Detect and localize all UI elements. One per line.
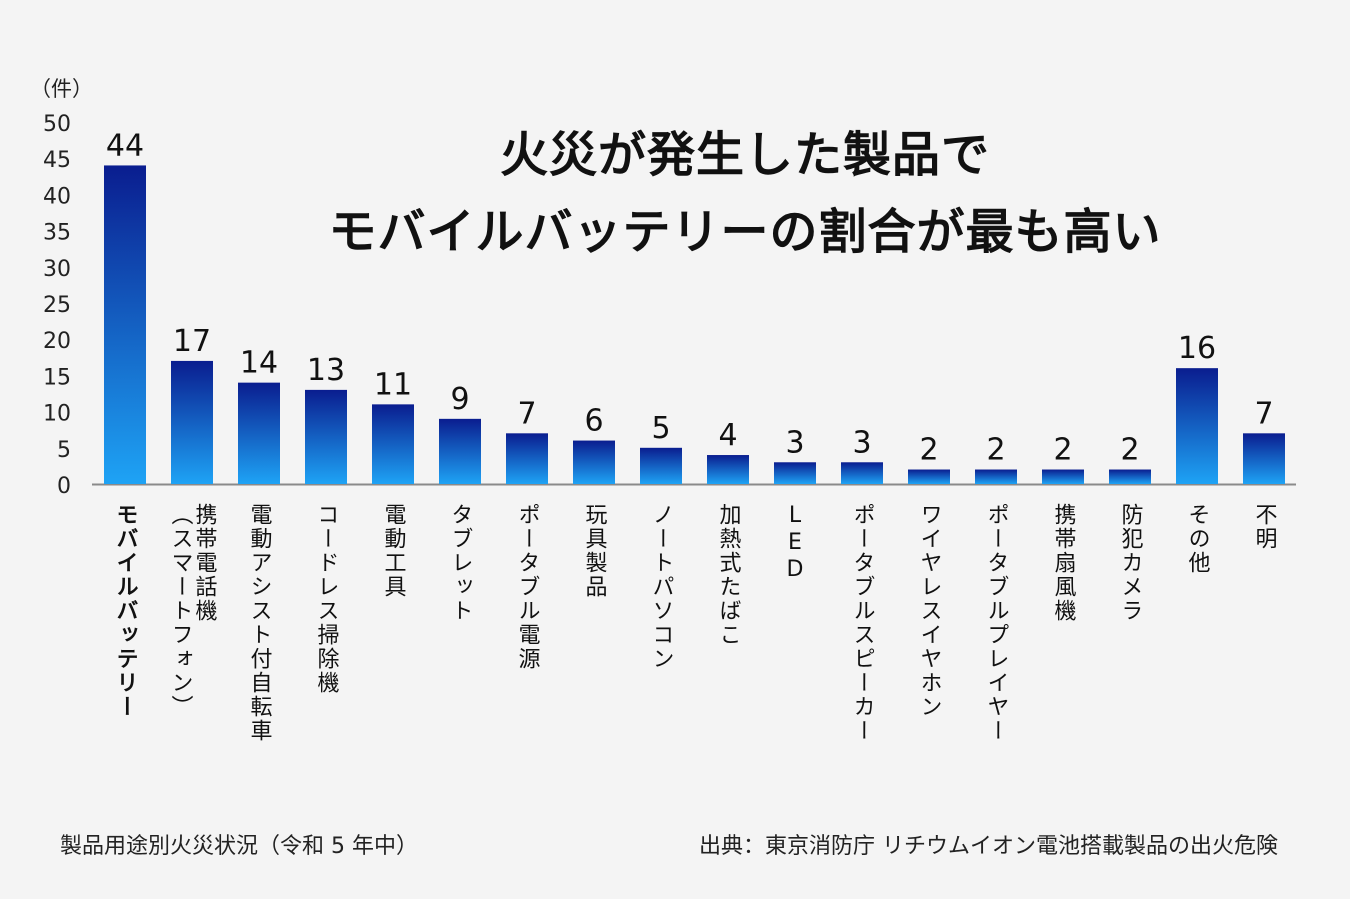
- y-tick-label: 35: [43, 221, 71, 246]
- y-tick-label: 40: [43, 184, 71, 209]
- bar: [841, 462, 883, 484]
- bar: [1042, 469, 1084, 484]
- bar: [372, 404, 414, 484]
- value-label: 14: [240, 346, 278, 381]
- category-label: 携帯扇風機: [1051, 503, 1077, 623]
- category-label: 携帯電話機: [192, 503, 218, 623]
- value-label: 7: [517, 396, 536, 431]
- bar: [171, 360, 213, 484]
- y-tick-label: 0: [57, 474, 71, 499]
- value-label: 2: [986, 433, 1005, 468]
- bar: [506, 433, 548, 484]
- value-label: 6: [584, 404, 603, 439]
- footnote-source: 出典：東京消防庁 リチウムイオン電池搭載製品の出火危険: [699, 834, 1278, 859]
- value-label: 11: [374, 367, 412, 402]
- category-label: 不明: [1252, 503, 1278, 551]
- bars: [104, 165, 1285, 484]
- category-label: モバイルバッテリー: [113, 503, 138, 719]
- value-label: 2: [919, 433, 938, 468]
- bar: [238, 382, 280, 484]
- category-label: LED: [783, 503, 808, 584]
- category-label: ポータブルスピーカー: [850, 503, 875, 743]
- category-label: 玩具製品: [582, 503, 608, 599]
- y-tick-label: 10: [43, 402, 71, 427]
- y-tick-label: 15: [43, 365, 71, 390]
- y-axis-unit: （件）: [30, 77, 93, 101]
- bar: [975, 469, 1017, 484]
- value-label: 4: [718, 418, 737, 453]
- value-label: 2: [1053, 433, 1072, 468]
- category-label: ノートパソコン: [649, 503, 674, 671]
- value-label: 16: [1178, 331, 1216, 366]
- category-label: その他: [1185, 503, 1211, 575]
- y-tick-label: 25: [43, 293, 71, 318]
- value-label: 13: [307, 353, 345, 388]
- bar: [1176, 368, 1218, 484]
- bar: [640, 447, 682, 484]
- bar: [439, 418, 481, 484]
- category-label: ポータブル電源: [515, 503, 541, 671]
- value-label: 2: [1120, 433, 1139, 468]
- value-label: 5: [651, 411, 670, 446]
- category-label: 電動アシスト付自転車: [247, 503, 273, 743]
- value-label: 3: [785, 425, 804, 460]
- value-label: 44: [106, 128, 144, 163]
- x-axis-labels: モバイルバッテリー 携帯電話機（スマートフォン） 電動アシスト付自転車 コードレス掃除…: [113, 503, 1278, 743]
- category-label: 防犯カメラ: [1118, 503, 1144, 623]
- bar: [908, 469, 950, 484]
- y-tick-label: 30: [43, 257, 71, 282]
- category-label: 電動工具: [381, 503, 407, 599]
- bar: [305, 389, 347, 484]
- y-tick-label: 50: [43, 112, 71, 137]
- y-tick-label: 5: [57, 438, 71, 463]
- value-labels: 44 17 14 13 11 9 7 6 5 4 3 3 2 2 2 2 16 7: [106, 128, 1274, 467]
- value-label: 9: [450, 382, 469, 417]
- category-label: タブレット: [448, 503, 473, 623]
- category-label: （スマートフォン）: [168, 503, 194, 719]
- chart-title-line-1: 火災が発生した製品で: [499, 127, 990, 183]
- y-tick-label: 20: [43, 329, 71, 354]
- bar: [104, 165, 146, 484]
- category-label: コードレス掃除機: [314, 503, 340, 695]
- category-label: ワイヤレスイヤホン: [917, 503, 942, 719]
- bar: [1109, 469, 1151, 484]
- bar: [1243, 433, 1285, 484]
- footnote-caption: 製品用途別火災状況（令和 5 年中）: [60, 834, 418, 859]
- value-label: 7: [1254, 396, 1273, 431]
- y-tick-label: 45: [43, 148, 71, 173]
- bar: [707, 455, 749, 484]
- chart-title-line-2: モバイルバッテリーの割合が最も高い: [328, 204, 1162, 260]
- category-label: 加熱式たばこ: [716, 503, 742, 647]
- value-label: 17: [173, 324, 211, 359]
- bar: [774, 462, 816, 484]
- bar: [573, 440, 615, 484]
- value-label: 3: [852, 425, 871, 460]
- category-label: ポータブルプレイヤー: [984, 503, 1009, 743]
